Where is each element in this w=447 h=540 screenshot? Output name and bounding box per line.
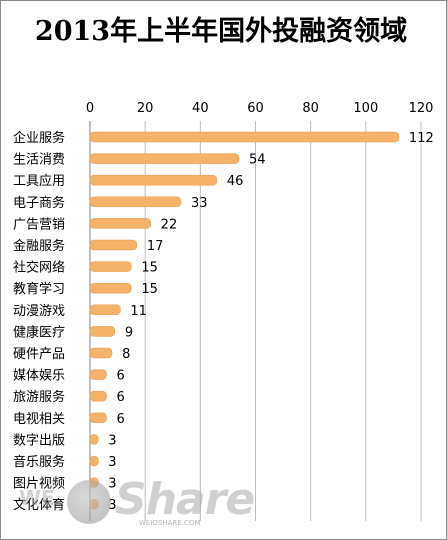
category-label: 健康医疗 — [13, 324, 65, 340]
bar-value-label: 3 — [108, 455, 116, 470]
x-tick-label: 0 — [86, 101, 94, 116]
chart-title: 2013年上半年国外投融资领域 — [34, 16, 408, 47]
bar-value-label: 11 — [130, 304, 147, 319]
x-tick-label: 100 — [353, 101, 378, 116]
x-tick-label: 60 — [247, 101, 264, 116]
category-label: 工具应用 — [13, 173, 65, 189]
category-label: 电视相关 — [13, 412, 65, 427]
bar-value-label: 112 — [409, 131, 434, 146]
bar — [89, 326, 116, 337]
category-label: 文化体育 — [13, 497, 65, 513]
category-label: 社交网络 — [13, 260, 65, 276]
bar — [89, 412, 107, 424]
bar-value-label: 3 — [108, 477, 116, 492]
bar-value-label: 15 — [141, 282, 158, 297]
category-label: 生活消费 — [13, 153, 65, 168]
bar — [89, 347, 113, 359]
category-label: 数字出版 — [13, 433, 65, 448]
bar-value-label: 3 — [108, 498, 116, 513]
bar-value-label: 15 — [141, 261, 158, 276]
bar — [89, 153, 240, 164]
bar — [89, 282, 132, 294]
category-label: 广告营销 — [13, 217, 65, 232]
bar-value-label: 9 — [125, 325, 133, 340]
category-label: 金融服务 — [13, 238, 65, 254]
category-label: 图片视频 — [13, 477, 65, 492]
x-tick-label: 40 — [192, 101, 209, 116]
bar — [89, 261, 132, 272]
bar — [89, 174, 218, 186]
bar — [89, 196, 182, 208]
category-label: 音乐服务 — [13, 454, 65, 470]
bar — [89, 477, 99, 488]
x-tick-label: 120 — [409, 101, 434, 116]
bar — [89, 498, 99, 510]
bar-value-label: 6 — [117, 390, 125, 405]
bar-value-label: 17 — [147, 239, 164, 254]
category-label: 教育学习 — [13, 281, 65, 297]
category-label: 动漫游戏 — [13, 304, 65, 319]
bar — [89, 218, 151, 229]
bar — [89, 390, 107, 402]
bar-value-label: 8 — [122, 347, 130, 362]
bar-value-label: 54 — [249, 153, 266, 168]
bar — [89, 455, 99, 467]
bar — [89, 131, 400, 143]
x-tick-label: 20 — [137, 101, 154, 116]
bar — [89, 304, 121, 316]
category-label: 电子商务 — [13, 195, 65, 211]
category-label: 旅游服务 — [13, 389, 65, 405]
bar-value-label: 46 — [227, 174, 244, 189]
bar-value-label: 22 — [161, 217, 178, 232]
category-label: 媒体娱乐 — [13, 369, 65, 384]
bar — [89, 369, 107, 380]
bar — [89, 239, 138, 251]
bar — [89, 434, 99, 445]
x-tick-label: 80 — [302, 101, 319, 116]
bar-value-label: 33 — [191, 196, 208, 211]
category-label: 企业服务 — [13, 130, 65, 146]
bar-value-label: 3 — [108, 433, 116, 448]
bar-value-label: 6 — [117, 412, 125, 427]
bar-value-label: 6 — [117, 369, 125, 384]
category-label: 硬件产品 — [13, 347, 65, 362]
